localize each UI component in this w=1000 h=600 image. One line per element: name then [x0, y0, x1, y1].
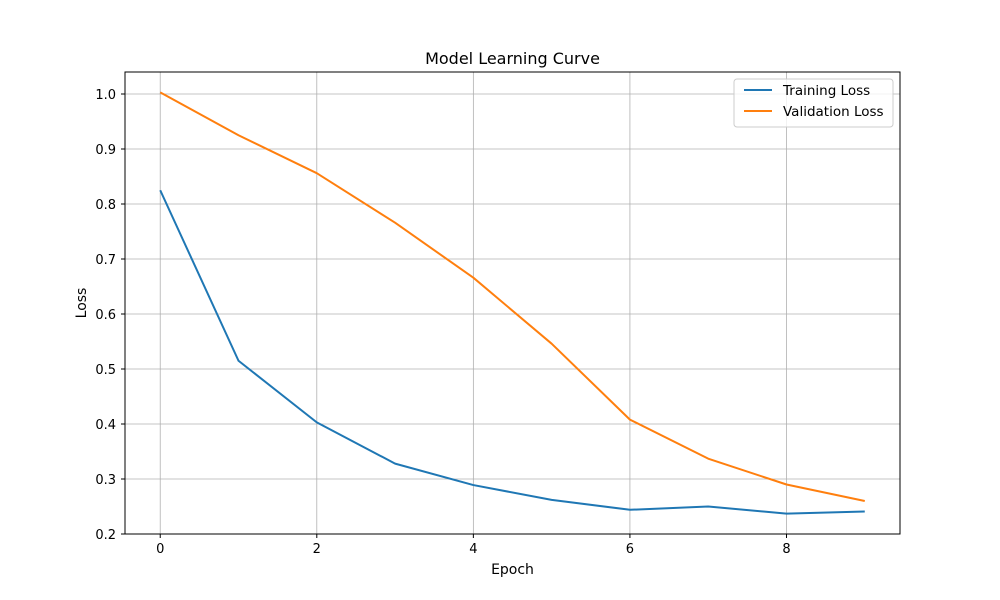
y-tick-label: 0.4 [95, 418, 116, 433]
chart-title: Model Learning Curve [425, 49, 600, 68]
plot-area-frame [124, 71, 901, 535]
legend-label-training-loss: Training Loss [782, 83, 870, 99]
y-tick-label: 0.2 [95, 528, 116, 543]
x-tick-label: 2 [313, 542, 321, 557]
x-tick-label: 6 [626, 542, 634, 557]
x-tick-label: 4 [469, 542, 477, 557]
y-tick-label: 1.0 [95, 88, 116, 103]
y-tick-label: 0.9 [95, 143, 116, 158]
series-line-training-loss [159, 189, 865, 515]
x-tick-label: 8 [782, 542, 790, 557]
legend: Training Loss Validation Loss [733, 78, 894, 128]
legend-box [733, 78, 894, 128]
y-tick-label: 0.7 [95, 253, 116, 268]
y-tick-label: 0.3 [95, 473, 116, 488]
y-tick-label: 0.5 [95, 363, 116, 378]
grid [125, 72, 900, 535]
x-tick-label: 0 [156, 542, 164, 557]
legend-label-validation-loss: Validation Loss [783, 104, 884, 120]
y-tick-label: 0.6 [95, 308, 116, 323]
y-axis-ticks: 0.2 0.3 0.4 0.5 0.6 0.7 0.8 0.9 1.0 [95, 88, 125, 543]
series-line-validation-loss [159, 91, 865, 502]
x-axis-title: Epoch [491, 562, 534, 578]
y-axis-title: Loss [74, 288, 90, 319]
y-tick-label: 0.8 [95, 198, 116, 213]
x-axis-ticks: 0 2 4 6 8 [156, 534, 791, 557]
series-lines [159, 91, 865, 515]
